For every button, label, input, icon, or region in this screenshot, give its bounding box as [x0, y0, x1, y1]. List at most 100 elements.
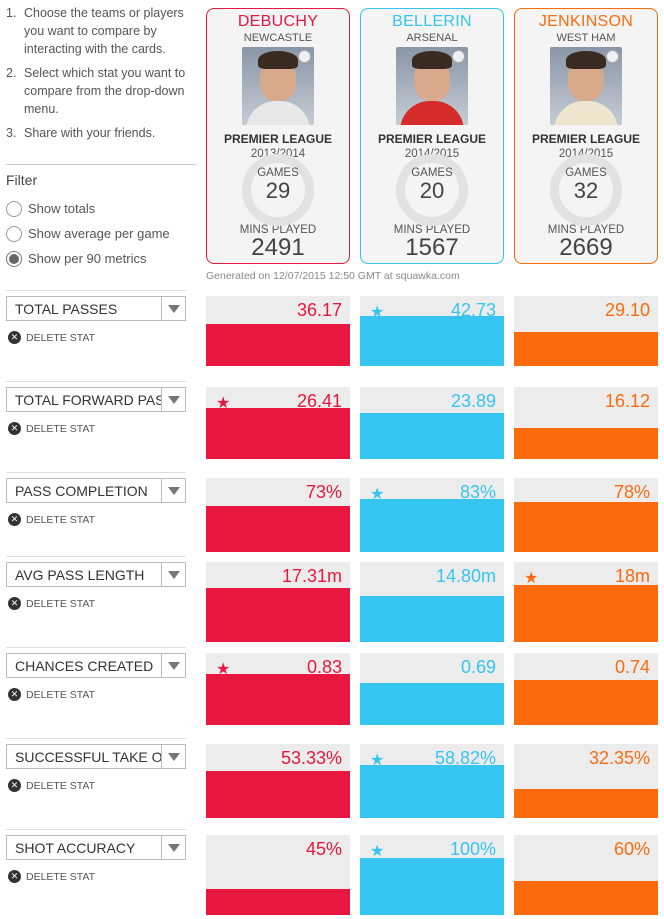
- chevron-down-icon[interactable]: [161, 745, 185, 768]
- delete-stat-label: DELETE STAT: [26, 513, 96, 526]
- swap-icon[interactable]: [606, 50, 619, 63]
- delete-stat-label: DELETE STAT: [26, 597, 96, 610]
- delete-stat-label: DELETE STAT: [26, 870, 96, 883]
- stat-select[interactable]: TOTAL PASSES: [6, 296, 186, 321]
- player-league: PREMIER LEAGUE: [377, 132, 486, 146]
- filter-title: Filter: [6, 172, 38, 188]
- star-icon: ★: [370, 486, 385, 503]
- stat-cell: 45%: [206, 835, 350, 915]
- instruction-text: Select which stat you want to compare fr…: [24, 66, 186, 116]
- filter-option-totals[interactable]: Show totals: [6, 196, 198, 221]
- chevron-down-icon[interactable]: [161, 388, 185, 411]
- row-divider: [6, 647, 186, 648]
- row-divider: [6, 829, 186, 830]
- instructions: 1. Choose the teams or players you want t…: [6, 4, 196, 148]
- hair-shape: [258, 51, 298, 69]
- filter-panel: Filter Show totals Show average per game…: [6, 172, 198, 271]
- instruction-text: Choose the teams or players you want to …: [24, 6, 184, 56]
- stat-cell: ★ 0.83: [206, 653, 350, 725]
- stat-bar: [206, 674, 350, 725]
- stat-cell: 23.89: [360, 387, 504, 459]
- delete-stat-button[interactable]: ✕ DELETE STAT: [8, 779, 95, 792]
- stat-value: 36.17: [296, 300, 342, 320]
- mins-label: MINS PLAYED: [239, 224, 317, 236]
- delete-stat-button[interactable]: ✕ DELETE STAT: [8, 688, 95, 701]
- games-ring: GAMES 32: [550, 154, 622, 226]
- stat-select[interactable]: CHANCES CREATED: [6, 653, 186, 678]
- stat-value: 100%: [449, 839, 496, 859]
- chevron-down-icon[interactable]: [161, 563, 185, 586]
- player-card-2[interactable]: JENKINSON WEST HAM PREMIER LEAGUE 2014/2…: [514, 8, 658, 264]
- player-team: ARSENAL: [406, 32, 458, 44]
- close-icon: ✕: [8, 779, 21, 792]
- row-divider: [6, 556, 186, 557]
- radio-button[interactable]: [6, 225, 22, 242]
- chevron-down-icon[interactable]: [161, 836, 185, 859]
- stat-select[interactable]: SUCCESSFUL TAKE ONS: [6, 744, 186, 769]
- row-divider: [6, 290, 186, 291]
- stat-bar: [206, 771, 350, 818]
- games-ring: GAMES 20: [396, 154, 468, 226]
- stat-select-label: PASS COMPLETION: [15, 482, 148, 499]
- player-name: JENKINSON: [538, 13, 634, 30]
- stat-value: 78%: [613, 482, 650, 502]
- stat-cell: ★ 42.73: [360, 296, 504, 366]
- filter-option-average[interactable]: Show average per game: [6, 221, 198, 246]
- generated-note: Generated on 12/07/2015 12:50 GMT at squ…: [206, 270, 460, 282]
- instruction-1: 1. Choose the teams or players you want t…: [6, 4, 196, 58]
- row-divider: [6, 381, 186, 382]
- stat-bar: [360, 316, 504, 366]
- shirt-shape: [246, 101, 310, 125]
- stat-bar: [360, 499, 504, 552]
- stat-bar: [206, 889, 350, 915]
- stat-bar: [514, 680, 658, 725]
- chevron-down-icon[interactable]: [161, 479, 185, 502]
- stat-select[interactable]: SHOT ACCURACY: [6, 835, 186, 860]
- player-league: PREMIER LEAGUE: [531, 132, 640, 146]
- stat-select-label: TOTAL FORWARD PASSES: [15, 391, 161, 408]
- stat-value: 14.80m: [435, 566, 496, 586]
- delete-stat-button[interactable]: ✕ DELETE STAT: [8, 870, 95, 883]
- stat-select[interactable]: AVG PASS LENGTH: [6, 562, 186, 587]
- star-icon: ★: [524, 570, 539, 587]
- stat-cell: 36.17: [206, 296, 350, 366]
- stat-value: 60%: [613, 839, 650, 859]
- chevron-down-icon[interactable]: [161, 654, 185, 677]
- hair-shape: [566, 51, 606, 69]
- swap-icon[interactable]: [452, 50, 465, 63]
- stat-cell: 0.69: [360, 653, 504, 725]
- radio-button[interactable]: [6, 200, 22, 217]
- stat-select-label: SHOT ACCURACY: [15, 839, 136, 856]
- player-team: NEWCASTLE: [243, 32, 313, 44]
- star-icon: ★: [370, 752, 385, 769]
- delete-stat-button[interactable]: ✕ DELETE STAT: [8, 422, 95, 435]
- mins-label: MINS PLAYED: [547, 224, 625, 236]
- stat-select-label: AVG PASS LENGTH: [15, 566, 145, 583]
- chevron-down-icon[interactable]: [161, 297, 185, 320]
- shirt-shape: [554, 101, 618, 125]
- stat-select[interactable]: PASS COMPLETION: [6, 478, 186, 503]
- swap-icon[interactable]: [298, 50, 311, 63]
- player-card-1[interactable]: BELLERIN ARSENAL PREMIER LEAGUE 2014/201…: [360, 8, 504, 264]
- delete-stat-button[interactable]: ✕ DELETE STAT: [8, 597, 95, 610]
- stat-cell: 60%: [514, 835, 658, 915]
- stat-cell: 0.74: [514, 653, 658, 725]
- stat-value: 23.89: [450, 391, 496, 411]
- stat-bar: [206, 408, 350, 459]
- stat-cell: ★ 83%: [360, 478, 504, 552]
- instruction-2: 2. Select which stat you want to compare …: [6, 64, 196, 118]
- stat-cell: ★ 58.82%: [360, 744, 504, 818]
- stat-cell: 73%: [206, 478, 350, 552]
- stat-bar: [514, 881, 658, 915]
- player-card-0[interactable]: DEBUCHY NEWCASTLE PREMIER LEAGUE 2013/20…: [206, 8, 350, 264]
- player-league: PREMIER LEAGUE: [223, 132, 332, 146]
- star-icon: ★: [370, 843, 385, 860]
- stat-cell: ★ 100%: [360, 835, 504, 915]
- stat-bar: [360, 683, 504, 725]
- radio-button-checked[interactable]: [6, 250, 22, 267]
- delete-stat-button[interactable]: ✕ DELETE STAT: [8, 513, 95, 526]
- stat-select[interactable]: TOTAL FORWARD PASSES: [6, 387, 186, 412]
- stat-bar: [206, 506, 350, 552]
- filter-option-per90[interactable]: Show per 90 metrics: [6, 246, 198, 271]
- delete-stat-button[interactable]: ✕ DELETE STAT: [8, 331, 95, 344]
